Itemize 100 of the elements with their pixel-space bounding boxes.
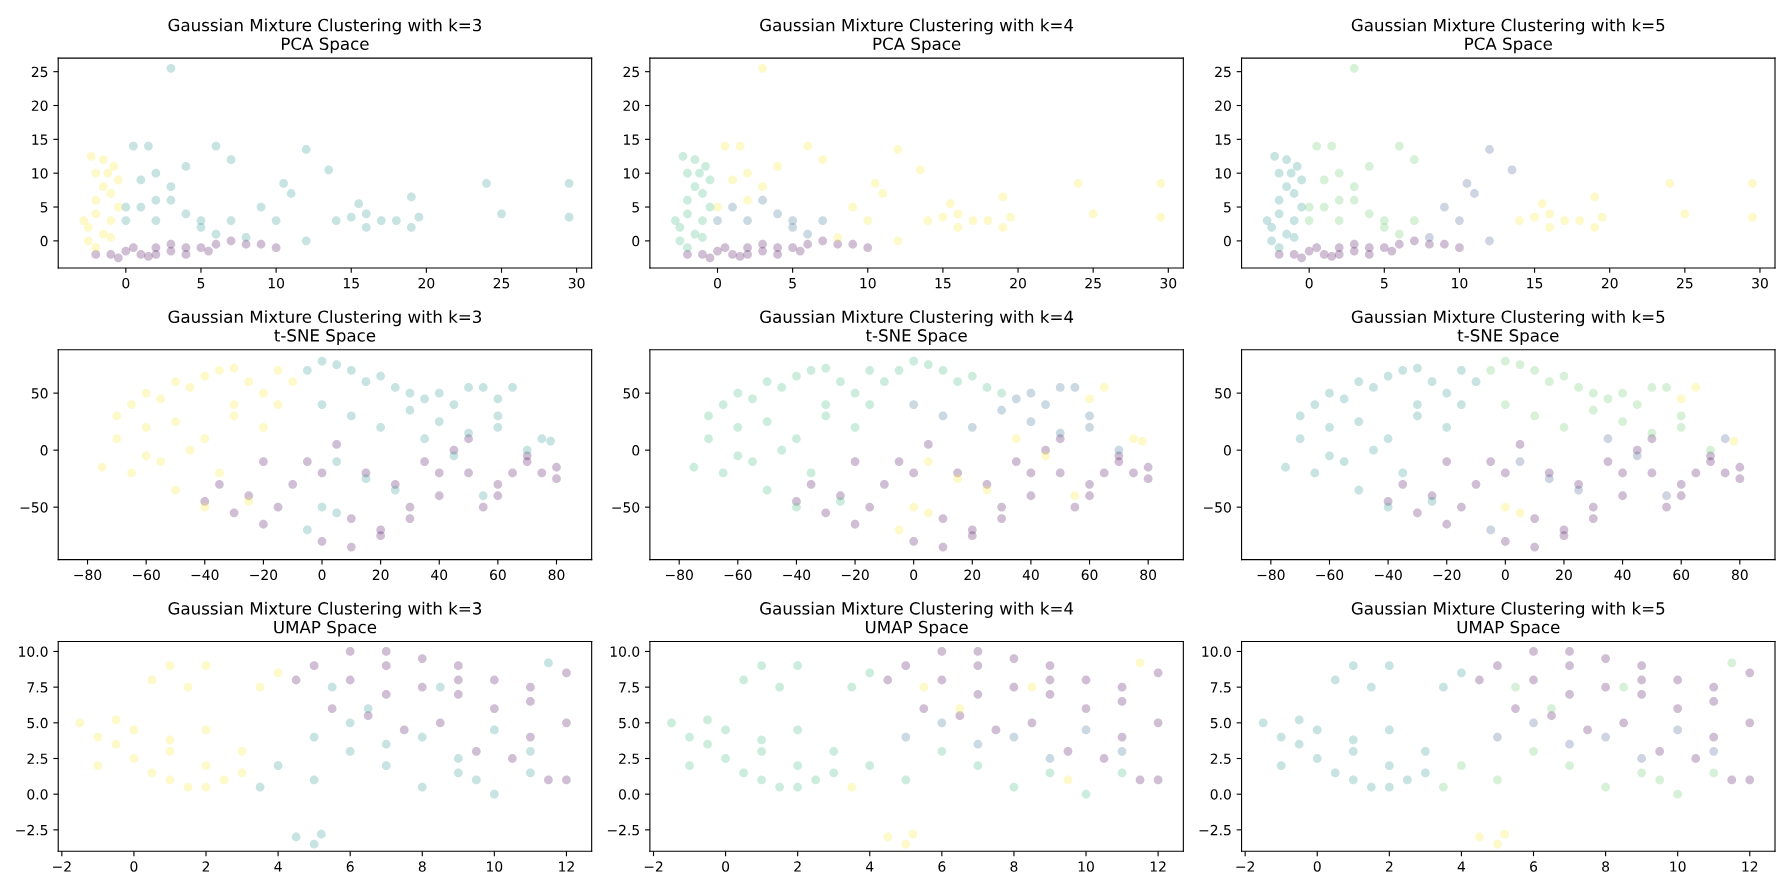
point: [1673, 789, 1683, 799]
x-tick-label: 12: [1742, 861, 1758, 872]
x-tick-label: 8: [1602, 861, 1610, 872]
x-tick-label: 6: [1530, 861, 1538, 872]
point: [1282, 155, 1292, 165]
point: [215, 365, 224, 375]
x-tick-label: 5: [789, 278, 796, 289]
point: [1455, 243, 1464, 253]
point: [1745, 668, 1755, 678]
y-tick-label: 10: [1215, 168, 1231, 179]
chart-subtitle: t-SNE Space: [274, 329, 376, 345]
point: [1647, 383, 1657, 392]
point: [113, 253, 123, 263]
point: [414, 212, 424, 222]
point: [346, 365, 356, 375]
point: [141, 422, 151, 432]
point: [241, 233, 251, 242]
point: [1364, 250, 1374, 259]
point: [792, 371, 801, 381]
point: [489, 725, 499, 735]
point: [1709, 746, 1719, 756]
y-tick-label: 25: [31, 66, 48, 78]
chart-title: Gaussian Mixture Clustering with k=5: [1351, 601, 1665, 618]
point: [982, 383, 992, 392]
point: [773, 162, 783, 171]
chart-title: Gaussian Mixture Clustering with k=4: [760, 310, 1074, 327]
point: [758, 195, 767, 205]
point: [1009, 732, 1019, 742]
point: [1349, 239, 1359, 249]
y-tick-label: 0.0: [618, 789, 640, 800]
point: [718, 468, 728, 478]
point: [345, 718, 355, 728]
x-tick-label: −40: [191, 569, 219, 581]
point: [147, 675, 157, 685]
point: [1745, 775, 1755, 785]
point: [435, 682, 445, 692]
point: [166, 182, 176, 192]
point: [1442, 457, 1452, 466]
point: [489, 675, 499, 685]
point: [1632, 451, 1642, 461]
x-tick-label: 0: [1313, 861, 1321, 872]
point: [788, 243, 798, 253]
point: [390, 383, 400, 392]
point: [1425, 233, 1434, 242]
point: [113, 202, 123, 212]
point: [1637, 768, 1647, 778]
point: [1486, 525, 1496, 535]
point: [821, 411, 831, 421]
x-tick-label: 40: [1614, 569, 1631, 581]
x-tick-label: 25: [1677, 277, 1693, 289]
point: [1420, 768, 1430, 778]
point: [165, 775, 175, 785]
point: [201, 761, 211, 771]
point: [1500, 536, 1510, 546]
point: [1398, 365, 1408, 375]
point: [361, 377, 371, 387]
point: [713, 216, 722, 225]
x-tick-label: 5: [1380, 278, 1388, 289]
x-tick-label: 20: [1601, 277, 1618, 289]
point: [806, 479, 816, 489]
point: [1735, 474, 1745, 484]
point: [938, 514, 948, 523]
point: [327, 704, 337, 713]
y-tick-label: 7.5: [27, 682, 48, 693]
x-tick-label: −20: [1433, 569, 1461, 581]
point: [721, 754, 730, 763]
point: [690, 182, 700, 192]
point: [391, 216, 401, 225]
point: [1117, 732, 1127, 742]
x-tick-label: 80: [1140, 569, 1157, 581]
point: [183, 782, 193, 792]
point: [829, 746, 839, 756]
x-tick-label: 0: [910, 569, 918, 581]
point: [1384, 725, 1394, 735]
x-tick-label: 25: [493, 277, 510, 289]
point: [493, 394, 503, 404]
point: [1327, 141, 1337, 151]
point: [201, 661, 211, 671]
x-tick-label: 10: [860, 277, 876, 289]
point: [1529, 746, 1538, 756]
point: [803, 141, 813, 151]
point: [685, 732, 694, 742]
x-tick-label: −40: [1374, 569, 1402, 581]
point: [953, 377, 963, 387]
point: [288, 479, 298, 489]
x-tick-label: 10: [487, 861, 503, 872]
point: [1618, 468, 1627, 478]
point: [1073, 178, 1083, 188]
y-tick-label: 25: [623, 66, 639, 78]
point: [743, 216, 752, 225]
point: [997, 502, 1006, 512]
point: [1384, 782, 1394, 792]
point: [204, 246, 213, 256]
point: [129, 725, 139, 735]
point: [1117, 768, 1127, 778]
point: [1137, 436, 1147, 446]
point: [997, 388, 1006, 398]
point: [346, 411, 356, 421]
point: [1327, 252, 1337, 261]
point: [434, 417, 444, 427]
